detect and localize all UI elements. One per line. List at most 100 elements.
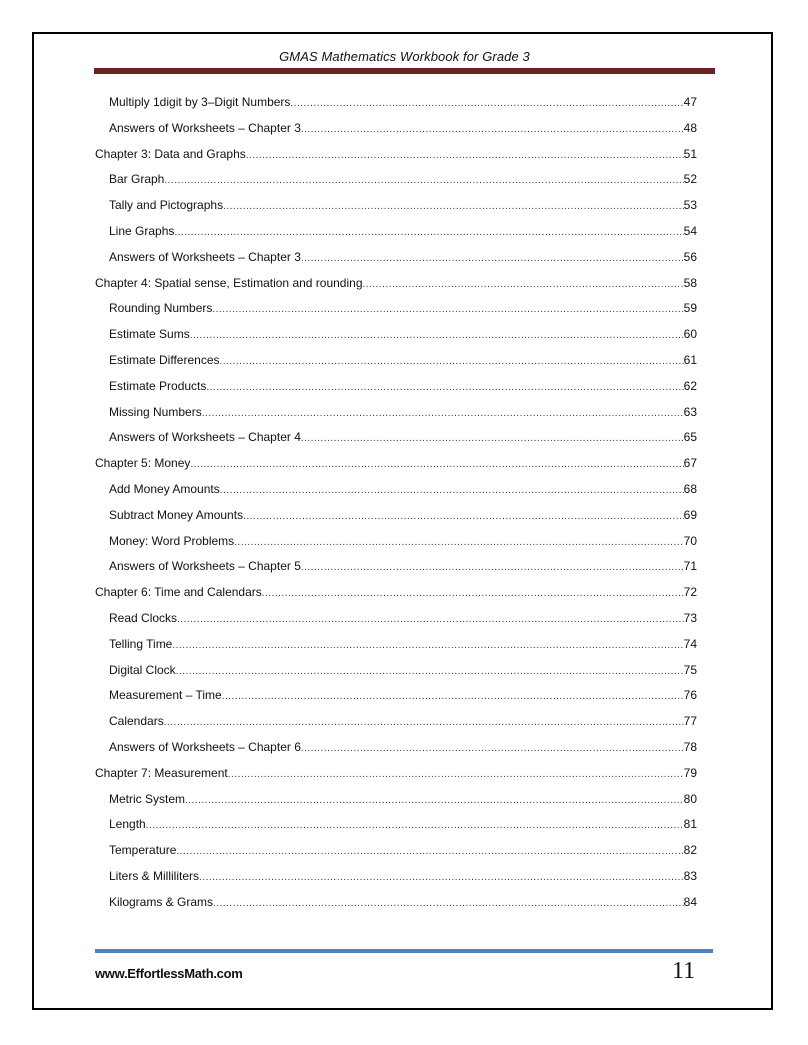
toc-section-entry[interactable]: Read Clocks 73 <box>109 611 697 627</box>
toc-dot-leader <box>185 795 684 806</box>
toc-section-entry[interactable]: Digital Clock 75 <box>109 663 697 679</box>
toc-entry-page: 84 <box>683 894 697 909</box>
toc-entry-page: 58 <box>683 275 697 290</box>
toc-section-entry[interactable]: Answers of Worksheets – Chapter 4 65 <box>109 430 697 446</box>
toc-dot-leader <box>190 330 684 341</box>
toc-entry-page: 48 <box>683 120 697 135</box>
toc-section-entry[interactable]: Line Graphs 54 <box>109 224 697 240</box>
toc-section-entry[interactable]: Kilograms & Grams 84 <box>109 895 697 911</box>
toc-section-entry[interactable]: Answers of Worksheets – Chapter 3 48 <box>109 121 697 137</box>
toc-section-entry[interactable]: Tally and Pictographs 53 <box>109 198 697 214</box>
toc-section-entry[interactable]: Estimate Products 62 <box>109 379 697 395</box>
toc-entry-label: Chapter 4: Spatial sense, Estimation and… <box>95 275 363 290</box>
toc-entry-label: Answers of Worksheets – Chapter 3 <box>109 120 301 135</box>
toc-entry-page: 52 <box>683 172 697 187</box>
toc-dot-leader <box>213 898 684 909</box>
toc-section-entry[interactable]: Estimate Differences 61 <box>109 353 697 369</box>
toc-section-entry[interactable]: Answers of Worksheets – Chapter 3 56 <box>109 250 697 266</box>
toc-entry-page: 62 <box>683 378 697 393</box>
toc-section-entry[interactable]: Rounding Numbers 59 <box>109 301 697 317</box>
toc-entry-label: Length <box>109 817 146 832</box>
toc-entry-page: 72 <box>683 585 697 600</box>
toc-dot-leader <box>301 562 684 573</box>
toc-entry-page: 73 <box>683 611 697 625</box>
toc-entry-label: Answers of Worksheets – Chapter 3 <box>109 249 301 264</box>
toc-entry-label: Estimate Differences <box>109 353 220 367</box>
toc-entry-label: Kilograms & Grams <box>109 894 214 909</box>
toc-section-entry[interactable]: Answers of Worksheets – Chapter 6 78 <box>109 740 697 756</box>
toc-entry-page: 67 <box>683 456 697 471</box>
toc-entry-label: Calendars <box>109 714 164 729</box>
toc-dot-leader <box>174 227 683 238</box>
toc-section-entry[interactable]: Estimate Sums 60 <box>109 327 697 343</box>
page-border <box>32 32 773 1010</box>
toc-section-entry[interactable]: Temperature 82 <box>109 843 697 859</box>
toc-entry-page: 77 <box>683 714 697 729</box>
toc-dot-leader <box>190 459 683 470</box>
footer-website-link[interactable]: www.EffortlessMath.com <box>95 966 243 981</box>
toc-chapter-entry[interactable]: Chapter 4: Spatial sense, Estimation and… <box>95 276 697 292</box>
toc-section-entry[interactable]: Liters & Milliliters 83 <box>109 869 697 885</box>
toc-entry-page: 60 <box>683 327 697 342</box>
toc-entry-page: 61 <box>683 353 697 367</box>
toc-entry-label: Add Money Amounts <box>109 482 220 496</box>
toc-section-entry[interactable]: Calendars 77 <box>109 714 697 730</box>
toc-dot-leader <box>164 717 684 728</box>
toc-section-entry[interactable]: Missing Numbers 63 <box>109 405 697 421</box>
toc-entry-page: 51 <box>683 146 697 161</box>
toc-chapter-entry[interactable]: Chapter 7: Measurement 79 <box>95 766 697 782</box>
toc-section-entry[interactable]: Subtract Money Amounts 69 <box>109 508 697 524</box>
toc-chapter-entry[interactable]: Chapter 6: Time and Calendars 72 <box>95 585 697 601</box>
toc-entry-label: Tally and Pictographs <box>109 198 224 213</box>
toc-section-entry[interactable]: Telling Time 74 <box>109 637 697 653</box>
toc-entry-label: Read Clocks <box>109 611 178 625</box>
toc-chapter-entry[interactable]: Chapter 3: Data and Graphs 51 <box>95 147 697 163</box>
toc-entry-page: 56 <box>683 249 697 264</box>
toc-entry-label: Rounding Numbers <box>109 301 213 316</box>
toc-dot-leader <box>220 356 684 367</box>
toc-dot-leader <box>206 382 683 393</box>
toc-dot-leader <box>176 666 684 677</box>
toc-section-entry[interactable]: Add Money Amounts 68 <box>109 482 697 498</box>
toc-entry-page: 54 <box>683 224 697 238</box>
toc-dot-leader <box>199 872 684 883</box>
toc-entry-page: 68 <box>683 482 697 496</box>
footer-divider <box>95 949 713 953</box>
toc-entry-page: 70 <box>683 533 697 548</box>
toc-dot-leader <box>301 124 684 135</box>
toc-entry-page: 80 <box>683 791 697 806</box>
toc-entry-label: Answers of Worksheets – Chapter 6 <box>109 740 301 754</box>
toc-dot-leader <box>146 820 684 831</box>
toc-entry-page: 69 <box>683 507 697 522</box>
toc-section-entry[interactable]: Money: Word Problems 70 <box>109 534 697 550</box>
toc-entry-page: 78 <box>683 740 697 754</box>
toc-entry-label: Telling Time <box>109 636 173 651</box>
toc-section-entry[interactable]: Multiply 1digit by 3–Digit Numbers 47 <box>109 95 697 111</box>
toc-entry-page: 81 <box>683 817 697 832</box>
toc-entry-label: Estimate Products <box>109 378 207 393</box>
toc-entry-page: 74 <box>683 636 697 651</box>
toc-section-entry[interactable]: Measurement – Time 76 <box>109 688 697 704</box>
toc-section-entry[interactable]: Length 81 <box>109 817 697 833</box>
toc-entry-page: 59 <box>683 301 697 316</box>
toc-section-entry[interactable]: Metric System 80 <box>109 792 697 808</box>
toc-dot-leader <box>262 588 684 599</box>
toc-entry-page: 76 <box>683 688 697 703</box>
page-number: 11 <box>672 958 696 984</box>
toc-entry-label: Subtract Money Amounts <box>109 507 244 522</box>
toc-section-entry[interactable]: Bar Graph 52 <box>109 172 697 188</box>
toc-dot-leader <box>164 175 683 186</box>
toc-entry-label: Answers of Worksheets – Chapter 4 <box>109 430 301 445</box>
toc-entry-label: Answers of Worksheets – Chapter 5 <box>109 559 301 574</box>
toc-entry-page: 71 <box>683 559 697 574</box>
toc-section-entry[interactable]: Answers of Worksheets – Chapter 5 71 <box>109 559 697 575</box>
toc-entry-label: Bar Graph <box>109 172 165 187</box>
toc-entry-label: Chapter 7: Measurement <box>95 765 228 780</box>
toc-dot-leader <box>234 537 683 548</box>
toc-entry-page: 75 <box>683 662 697 677</box>
toc-entry-page: 83 <box>683 869 697 883</box>
toc-dot-leader <box>176 846 683 857</box>
toc-entry-page: 53 <box>683 198 697 213</box>
toc-chapter-entry[interactable]: Chapter 5: Money 67 <box>95 456 697 472</box>
toc-dot-leader <box>243 511 684 522</box>
